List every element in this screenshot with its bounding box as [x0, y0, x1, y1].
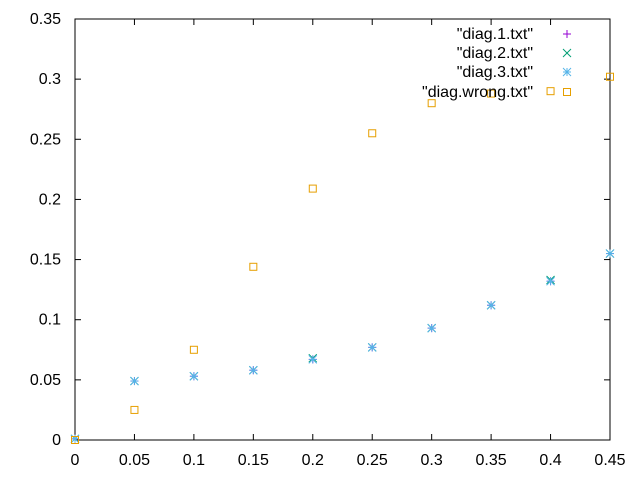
- data-point: [308, 355, 318, 364]
- y-tick-label: 0.35: [30, 11, 61, 28]
- y-tick-label: 0: [52, 432, 61, 449]
- x-tick-label: 0.45: [594, 452, 625, 469]
- series-1: [71, 249, 614, 443]
- x-tick-label: 0.4: [539, 452, 561, 469]
- x-tick-label: 0.1: [183, 452, 205, 469]
- plot-border: [74, 18, 611, 441]
- legend-marker: [563, 88, 571, 96]
- x-tick-label: 0.2: [302, 452, 324, 469]
- data-point: [427, 323, 437, 333]
- legend-marker: [562, 48, 572, 58]
- data-point: [487, 89, 496, 98]
- x-tick-label: 0.15: [238, 452, 269, 469]
- legend-marker: [563, 30, 571, 38]
- data-point: [546, 87, 555, 96]
- x-tick-label: 0.35: [476, 452, 507, 469]
- y-tick-label: 0.2: [39, 191, 61, 208]
- data-marks: [70, 72, 615, 444]
- data-point: [70, 434, 80, 444]
- x-tick-label: 0: [71, 452, 80, 469]
- data-point: [308, 184, 317, 193]
- legend: "diag.1.txt" "diag.2.txt" "diag.3.txt" "dia…: [422, 26, 572, 101]
- data-point: [189, 345, 198, 354]
- x-tick-label: 0.05: [119, 452, 150, 469]
- data-point: [606, 72, 614, 81]
- legend-label: "diag.1.txt": [457, 26, 533, 43]
- legend-label: "diag.2.txt": [457, 45, 533, 62]
- x-tick-label: 0.3: [421, 452, 443, 469]
- data-point: [249, 262, 258, 271]
- data-point: [605, 249, 615, 258]
- data-point: [486, 300, 496, 310]
- y-tick-label: 0.1: [39, 312, 61, 329]
- legend-label: "diag.3.txt": [457, 64, 533, 81]
- series-3: [70, 249, 615, 444]
- legend-label: "diag.wrong.txt": [422, 84, 533, 101]
- y-tick-label: 0.25: [30, 131, 61, 148]
- x-tick-label: 0.25: [357, 452, 388, 469]
- series-4: [71, 72, 614, 444]
- data-point: [427, 99, 436, 108]
- y-tick-label: 0.05: [30, 372, 61, 389]
- data-point: [367, 343, 377, 352]
- data-point: [368, 129, 377, 138]
- axis-ticks: 0 0.05 0.1 0.15 0.2 0.25 0.3 0.35 0.4 0.45 0 0.05 0.…: [30, 11, 626, 469]
- legend-marker: [562, 67, 572, 77]
- plot-axes: [74, 18, 611, 441]
- y-tick-label: 0.15: [30, 252, 61, 269]
- data-point: [130, 405, 139, 414]
- data-point: [248, 365, 258, 375]
- data-point: [71, 436, 79, 444]
- data-point: [189, 371, 199, 381]
- data-point: [546, 276, 555, 286]
- series-2: [70, 249, 615, 444]
- y-tick-label: 0.3: [39, 71, 61, 88]
- data-point: [130, 376, 139, 386]
